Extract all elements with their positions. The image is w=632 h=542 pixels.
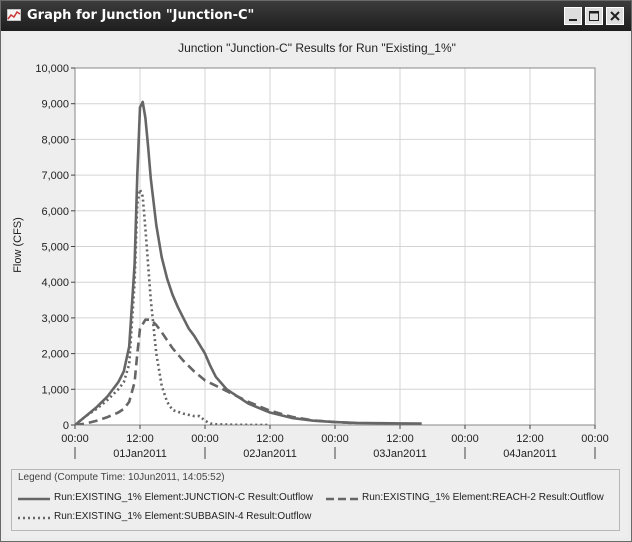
close-icon — [610, 11, 620, 21]
maximize-icon — [589, 11, 599, 21]
title-bar[interactable]: Graph for Junction "Junction-C" — [1, 1, 631, 31]
legend-entry-subbasin-4: Run:EXISTING_1% Element:SUBBASIN-4 Resul… — [18, 511, 318, 525]
y-tick-label: 10,000 — [35, 63, 69, 75]
x-tick-label: 00:00 — [61, 433, 89, 445]
solid-line-swatch — [18, 497, 50, 501]
x-tick-label: 12:00 — [516, 433, 544, 445]
y-tick-label: 5,000 — [41, 242, 69, 254]
client-area: Junction "Junction-C" Results for Run "E… — [4, 32, 628, 538]
y-tick-label: 9,000 — [41, 99, 69, 111]
minimize-button[interactable] — [564, 7, 582, 25]
y-tick-label: 6,000 — [41, 206, 69, 218]
legend-label: Run:EXISTING_1% Element:JUNCTION-C Resul… — [54, 492, 313, 503]
series-line-dashed — [75, 318, 357, 425]
date-label: 02Jan2011 — [243, 448, 297, 460]
x-tick-label: 12:00 — [386, 433, 414, 445]
dotted-line-swatch — [18, 516, 50, 520]
legend-label: Run:EXISTING_1% Element:REACH-2 Result:O… — [362, 492, 604, 503]
y-tick-label: 8,000 — [41, 134, 69, 146]
minimize-icon — [569, 19, 577, 21]
x-tick-label: 00:00 — [191, 433, 219, 445]
y-tick-label: 7,000 — [41, 170, 69, 182]
y-tick-label: 4,000 — [41, 277, 69, 289]
x-tick-label: 12:00 — [256, 433, 284, 445]
maximize-button[interactable] — [585, 7, 603, 25]
date-label: 01Jan2011 — [113, 448, 167, 460]
y-axis-label: Flow (CFS) — [12, 217, 24, 273]
legend-entry-reach-2: Run:EXISTING_1% Element:REACH-2 Result:O… — [326, 492, 616, 506]
dashed-line-swatch — [326, 497, 358, 501]
date-label: 03Jan2011 — [373, 448, 427, 460]
window-title: Graph for Junction "Junction-C" — [27, 8, 255, 23]
flow-chart: Junction "Junction-C" Results for Run "E… — [12, 41, 609, 460]
y-tick-label: 0 — [63, 420, 69, 432]
graph-icon — [7, 9, 21, 21]
legend-label: Run:EXISTING_1% Element:SUBBASIN-4 Resul… — [54, 511, 312, 522]
x-tick-label: 00:00 — [581, 433, 609, 445]
legend-entry-junction-c: Run:EXISTING_1% Element:JUNCTION-C Resul… — [18, 492, 318, 506]
legend: Legend (Compute Time: 10Jun2011, 14:05:5… — [11, 469, 620, 531]
chart-title: Junction "Junction-C" Results for Run "E… — [178, 41, 456, 55]
date-label: 04Jan2011 — [503, 448, 557, 460]
x-tick-label: 12:00 — [126, 433, 154, 445]
y-tick-label: 1,000 — [41, 384, 69, 396]
x-tick-label: 00:00 — [451, 433, 479, 445]
legend-title: Legend (Compute Time: 10Jun2011, 14:05:5… — [18, 472, 225, 483]
y-tick-label: 3,000 — [41, 313, 69, 325]
y-tick-label: 2,000 — [41, 349, 69, 361]
x-tick-label: 00:00 — [321, 433, 349, 445]
close-button[interactable] — [606, 7, 624, 25]
